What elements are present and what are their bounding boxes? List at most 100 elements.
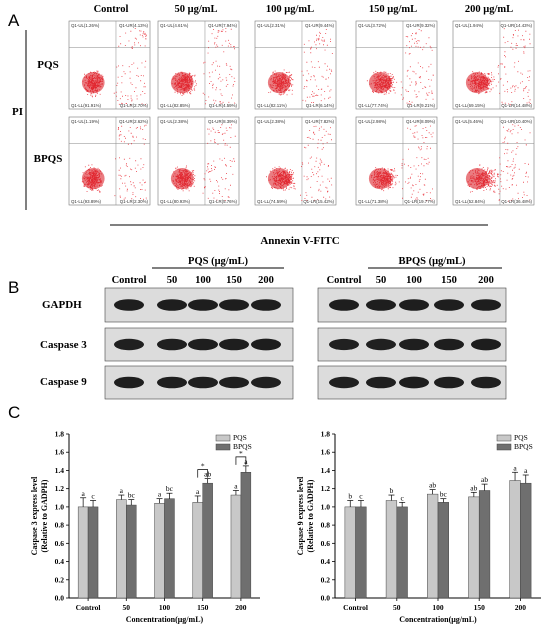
flow-plot: Q1-UL(1.19%) Q1-UR(2.62%) Q1-LL(93.89%) Q1-…: [68, 116, 151, 206]
significance-letter: c: [400, 493, 404, 502]
blot-band: [157, 299, 187, 311]
blot-band: [219, 376, 249, 389]
pqs-lane-label: 150: [226, 275, 242, 286]
bar: [427, 493, 439, 599]
bpqs-lane-label: Control: [327, 275, 362, 286]
quadrant-ur-label: Q1-UR(4.13%): [119, 23, 149, 28]
panel-a-letter: A: [8, 11, 20, 30]
y-tick-label: 1.0: [55, 502, 65, 511]
y-tick-label: 1.0: [321, 502, 331, 511]
blot-band: [219, 299, 249, 311]
blot-band: [251, 338, 281, 351]
legend-label: BPQS: [514, 442, 533, 451]
significance-letter: a: [196, 487, 200, 496]
bar: [478, 490, 491, 599]
bar: [240, 472, 252, 599]
quadrant-ll-label: Q1-LL(82.11%): [257, 103, 287, 108]
blot-band: [399, 299, 429, 311]
col-header-1: 50 μg/mL: [175, 4, 218, 15]
flow-dots: [81, 124, 147, 200]
y-tick-label: 1.2: [321, 484, 331, 493]
pqs-header: PQS (μg/mL): [188, 256, 248, 267]
col-header-4: 200 μg/mL: [465, 4, 513, 15]
bar: [154, 502, 165, 599]
quadrant-ll-label: Q1-LL(77.74%): [358, 103, 389, 108]
legend-swatch: [215, 443, 231, 451]
quadrant-ll-label: Q1-LL(74.59%): [257, 199, 288, 204]
y-tick-label: 1.6: [321, 448, 331, 457]
quadrant-ul-label: Q1-UL(1.26%): [71, 23, 100, 28]
quadrant-ul-label: Q1-UL(2.38%): [160, 119, 189, 124]
blot-lane-labels: Control Control 50 50 100 100 150 150 200 200: [112, 275, 494, 286]
blot-strip: [317, 287, 507, 323]
significance-letter: b: [390, 486, 394, 495]
bar: [116, 499, 127, 599]
flow-plot: Q1-UL(2.31%) Q1-UR(9.44%) Q1-LL(82.11%) Q1-…: [254, 20, 337, 110]
row-label-bpqs: BPQS: [34, 153, 63, 165]
x-tick-label: 150: [474, 603, 486, 612]
y-tick-label: 1.4: [55, 466, 65, 475]
annexin-axis-label: Annexin V-FITC: [260, 235, 339, 247]
blot-band: [251, 299, 281, 311]
legend-label: BPQS: [233, 442, 252, 451]
x-tick-label: Control: [343, 603, 368, 612]
significance-letter: b: [348, 492, 352, 501]
blot-band: [434, 338, 464, 351]
blot-band: [366, 376, 396, 389]
quadrant-ul-label: Q1-UL(2.98%): [358, 119, 387, 124]
flow-plot: Q1-UL(1.94%) Q1-UR(14.43%) Q1-LL(69.15%) Q1…: [452, 20, 535, 110]
quadrant-lr-label: Q1-LR(9.21%): [407, 103, 436, 108]
blot-band: [399, 376, 429, 389]
quadrant-ur-label: Q1-UR(7.82%): [305, 119, 335, 124]
pqs-lane-label: Control: [112, 275, 147, 286]
significance-letter: a: [234, 481, 238, 490]
quadrant-lr-label: Q1-LR(15.42%): [303, 199, 334, 204]
panel-c-letter: C: [8, 403, 20, 422]
flow-plot: Q1-UL(2.38%) Q1-UR(8.39%) Q1-LL(80.93%) Q1-…: [157, 116, 240, 206]
x-tick-label: 100: [159, 603, 171, 612]
bar: [230, 494, 242, 599]
bpqs-lane-label: 150: [441, 275, 457, 286]
blot-band: [329, 299, 359, 311]
y-tick-label: 0.4: [55, 557, 65, 566]
quadrant-ll-label: Q1-LL(91.91%): [71, 103, 102, 108]
flow-dots: [465, 28, 531, 106]
blot-band: [434, 376, 464, 389]
significance-letter: a: [513, 463, 517, 472]
pqs-lane-label: 50: [167, 275, 178, 286]
blot-strip: [317, 365, 507, 400]
x-tick-label: 50: [123, 603, 131, 612]
blot-row-label-caspase9: Caspase 9: [40, 376, 87, 388]
quadrant-ll-label: Q1-LL(93.89%): [71, 199, 102, 204]
x-tick-label: Control: [76, 603, 101, 612]
flow-dots: [368, 125, 434, 202]
blot-band: [329, 376, 359, 389]
blot-band: [471, 299, 501, 311]
blot-band: [188, 376, 218, 389]
bar: [77, 506, 89, 599]
legend-label: PQS: [514, 433, 528, 442]
legend-swatch: [496, 443, 512, 451]
y-tick-label: 1.6: [55, 448, 65, 457]
bar: [437, 502, 449, 599]
quadrant-ur-label: Q1-UR(8.39%): [208, 119, 238, 124]
blot-band: [329, 338, 359, 351]
quadrant-lr-label: Q1-LR(19.77%): [404, 199, 435, 204]
blot-band: [157, 376, 187, 389]
quadrant-ur-label: Q1-UR(14.43%): [501, 23, 533, 28]
blot-band: [157, 338, 187, 351]
flow-dots: [266, 125, 333, 201]
quadrant-lr-label: Q1-LR(2.30%): [120, 199, 149, 204]
significance-bracket: [235, 456, 247, 465]
significance-letter: c: [91, 492, 95, 501]
y-tick-label: 0.8: [55, 521, 65, 530]
flow-plot: Q1-UL(3.72%) Q1-UR(9.32%) Q1-LL(77.74%) Q1-…: [355, 20, 438, 110]
blot-strip: [104, 365, 294, 400]
significance-letter: ab: [481, 475, 488, 484]
bpqs-header: BPQS (μg/mL): [399, 256, 466, 267]
quadrant-lr-label: Q1-LR(36.48%): [501, 199, 532, 204]
bar: [385, 500, 398, 599]
quadrant-ll-label: Q1-LL(71.38%): [358, 199, 389, 204]
flow-dots: [267, 29, 333, 104]
